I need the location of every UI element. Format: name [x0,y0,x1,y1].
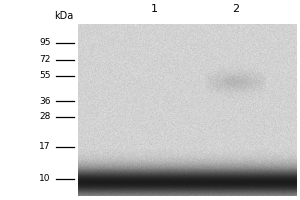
Text: 10: 10 [39,174,51,183]
Text: 55: 55 [39,71,51,80]
Text: 72: 72 [39,55,51,64]
Text: 1: 1 [151,4,158,14]
Text: 17: 17 [39,142,51,151]
Text: 95: 95 [39,38,51,47]
Text: 36: 36 [39,97,51,106]
Text: 28: 28 [39,112,51,121]
Text: 2: 2 [232,4,239,14]
Text: kDa: kDa [54,11,74,21]
